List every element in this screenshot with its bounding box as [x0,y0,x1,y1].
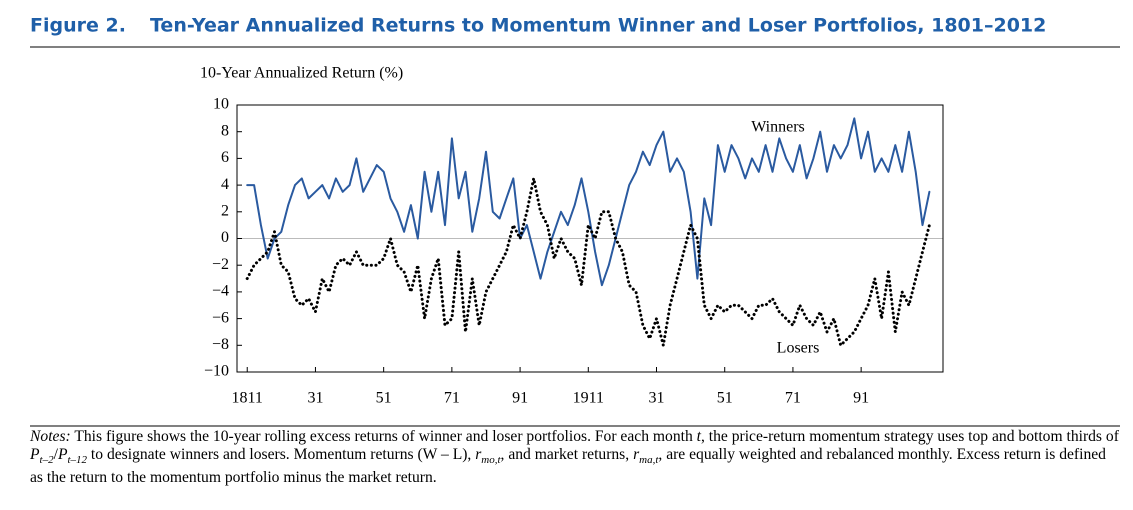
notes-math: P [30,446,40,463]
figure-number: Figure 2. [30,15,126,37]
y-tick-label: 8 [221,122,229,139]
y-tick-label: 2 [221,202,229,219]
x-tick-label: 1911 [573,390,604,407]
notes-math: t–2 [39,454,54,467]
x-tick-label: 51 [376,390,392,407]
notes-text: , and market returns, [500,446,634,463]
notes-math: r [475,446,482,463]
x-tick-label: 91 [853,390,869,407]
y-tick-label: −8 [212,336,229,353]
loser-line [245,176,931,347]
x-tick-label: 31 [307,390,323,407]
notes-text: This figure shows the 10-year rolling ex… [70,428,697,445]
notes-math: ma,t [639,454,659,467]
series-label: Losers [777,340,820,357]
y-tick-label: −2 [212,256,229,273]
figure-title: Ten-Year Annualized Returns to Momentum … [150,15,1046,37]
plot-frame [236,104,944,373]
x-tick-label: 1811 [232,390,263,407]
chart: Figure 2. Ten-Year Annualized Returns to… [30,15,1120,427]
notes-text: , are equally weighted and rebalanced mo… [30,446,1106,487]
y-tick-label: −6 [212,309,229,326]
notes-math: r [633,446,640,463]
y-tick-label: 4 [221,176,229,193]
series-label: Winners [751,119,805,136]
y-tick-label: 0 [221,229,229,246]
x-tick-label: 91 [512,390,528,407]
notes-math: t–12 [67,454,88,467]
notes: Notes: This figure shows the 10-year rol… [30,428,1122,487]
y-tick-label: −10 [204,363,229,380]
notes-math: P [57,446,68,463]
x-tick-label: 51 [717,390,733,407]
x-tick-label: 71 [785,390,801,407]
notes-text: , the price-return momentum strategy use… [700,428,1119,445]
x-tick-label: 71 [444,390,460,407]
y-tick-label: 10 [213,96,229,113]
notes-math: mo,t [481,454,501,467]
notes-label: Notes: [30,428,71,445]
x-tick-label: 31 [649,390,665,407]
y-tick-label: 6 [221,149,229,166]
notes-text: to designate winners and losers. Momentu… [87,446,476,463]
notes-math: / [53,446,58,463]
notes-text: t [696,428,701,445]
y-tick-label: −4 [212,283,229,300]
y-axis-label: 10-Year Annualized Return (%) [200,65,403,82]
winner-line [246,117,931,287]
